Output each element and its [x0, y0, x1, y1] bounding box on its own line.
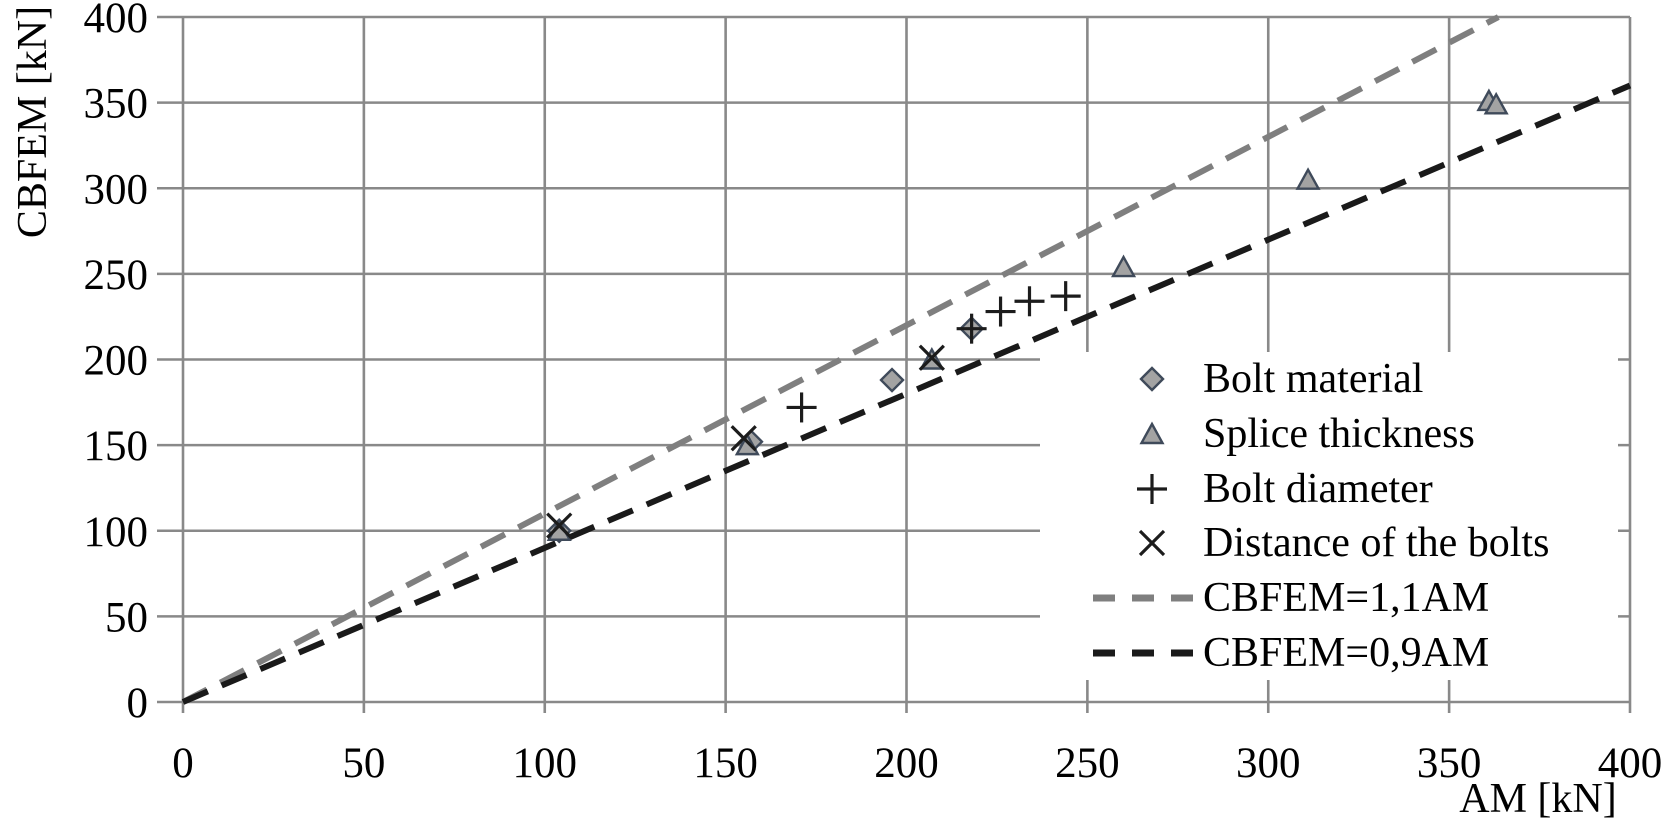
x-tick-label: 350 [1417, 740, 1482, 787]
x-tick-label: 0 [172, 740, 194, 787]
x-tick-label: 150 [693, 740, 758, 787]
legend-item-splice-thickness: Splice thickness [1040, 407, 1618, 461]
triangle-marker [1295, 167, 1321, 190]
y-tick-label: 0 [127, 680, 149, 727]
series-plus [786, 281, 1081, 423]
diamond-marker [1139, 366, 1165, 393]
series-x [546, 344, 945, 539]
series-diamond [546, 315, 985, 544]
plus-marker [985, 296, 1016, 327]
plus-marker [786, 392, 817, 423]
x-tick-label: 50 [342, 740, 385, 787]
black-dashed-line-icon [1093, 649, 1193, 657]
legend-item-cbfem-1-1am: CBFEM=1,1AM [1040, 571, 1618, 625]
plus-marker [1137, 473, 1167, 504]
x-marker [1138, 530, 1166, 557]
legend-item-cbfem-0-9am: CBFEM=0,9AM [1040, 626, 1618, 680]
x-marker [918, 344, 945, 371]
x-axis-title: AM [kN] [1459, 776, 1617, 822]
legend-label: Bolt diameter [1203, 465, 1433, 512]
x-tick-label: 200 [874, 740, 939, 787]
gridlines [157, 15, 1632, 713]
x-tick-label: 100 [513, 740, 578, 787]
legend-label: CBFEM=1,1AM [1203, 574, 1490, 621]
y-tick-label: 300 [84, 166, 149, 213]
legend-item-bolt-material: Bolt material [1040, 352, 1618, 406]
y-tick-label: 200 [84, 338, 149, 385]
x-marker-icon [1138, 530, 1166, 557]
legend-label: Splice thickness [1203, 410, 1475, 457]
y-tick-label: 250 [84, 252, 149, 299]
triangle-marker [1139, 421, 1165, 445]
y-tick-label: 50 [105, 594, 148, 641]
x-marker [730, 425, 757, 452]
y-axis-title: CBFEM [kN] [10, 5, 56, 239]
plus-marker-icon [1137, 473, 1167, 504]
plus-marker [1014, 286, 1045, 317]
x-marker [546, 512, 573, 539]
legend-label: CBFEM=0,9AM [1203, 629, 1490, 676]
trend-line [181, 14, 1500, 705]
x-tick-label: 250 [1055, 740, 1120, 787]
y-tick-label: 350 [84, 81, 149, 128]
y-tick-label: 150 [84, 423, 149, 470]
y-tick-label: 400 [84, 0, 149, 42]
plus-marker [1050, 281, 1081, 312]
triangle-marker [1111, 254, 1137, 278]
diamond-marker [879, 367, 905, 393]
x-tick-label: 400 [1598, 740, 1663, 787]
triangle-marker [1483, 91, 1509, 115]
legend-item-bolt-diameter: Bolt diameter [1040, 462, 1618, 516]
trend-line [181, 82, 1632, 705]
legend: Bolt material Splice thickness Bolt diam… [1040, 352, 1618, 680]
diamond-marker-icon [1139, 366, 1165, 393]
triangle-marker-icon [1139, 421, 1165, 445]
legend-item-distance-of-bolts: Distance of the bolts [1040, 516, 1618, 570]
legend-label: Bolt material [1203, 356, 1424, 403]
gray-dashed-line-icon [1093, 594, 1193, 602]
x-tick-label: 300 [1236, 740, 1301, 787]
legend-label: Distance of the bolts [1203, 520, 1550, 567]
plus-marker [956, 313, 987, 344]
y-tick-label: 100 [84, 509, 149, 556]
tick-labels: 0 50 100 150 200 250 300 350 400 0 50 100 150 200 250 3… [84, 0, 1663, 787]
